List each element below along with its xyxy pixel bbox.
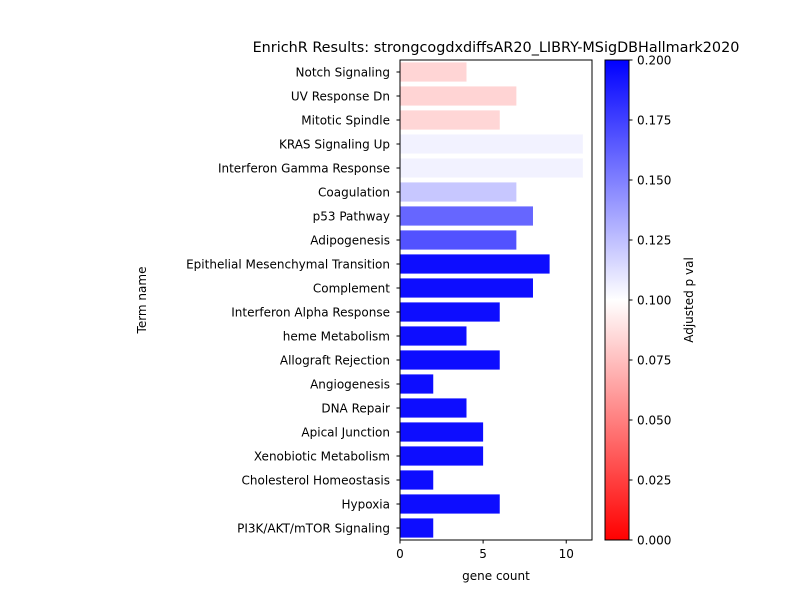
colorbar-tick-label: 0.175 [637, 114, 671, 128]
bar [400, 62, 467, 82]
bar [400, 158, 583, 178]
y-tick-label: Mitotic Spindle [301, 114, 390, 128]
y-tick-label: Xenobiotic Metabolism [254, 450, 390, 464]
colorbar: 0.000 0.025 0.050 0.075 0.100 0.125 0.150 0.175… [604, 54, 696, 548]
y-tick-labels: Notch Signaling UV Response Dn Mitotic Spi… [186, 66, 400, 536]
bar [400, 518, 434, 538]
y-tick-label: Epithelial Mesenchymal Transition [186, 258, 390, 272]
y-axis-label: Term name [135, 267, 149, 335]
y-tick-label: heme Metabolism [283, 330, 390, 344]
bar [400, 206, 533, 226]
x-tick-label: 5 [479, 547, 487, 561]
y-tick-label: UV Response Dn [291, 90, 390, 104]
bar [400, 254, 550, 274]
bar [400, 350, 500, 370]
y-tick-label: Adipogenesis [310, 234, 390, 248]
colorbar-ticks: 0.000 0.025 0.050 0.075 0.100 0.125 0.150 0.175… [629, 54, 671, 548]
x-tick-label: 0 [396, 547, 404, 561]
colorbar-tick-label: 0.000 [637, 534, 671, 548]
bar [400, 86, 517, 106]
y-tick-label: Complement [313, 282, 390, 296]
bar-group [400, 62, 583, 538]
bar [400, 182, 517, 202]
bar [400, 374, 434, 394]
y-tick-label: Cholesterol Homeostasis [242, 474, 390, 488]
bar [400, 230, 517, 250]
colorbar-tick-label: 0.050 [637, 414, 671, 428]
y-tick-label: Interferon Gamma Response [218, 162, 390, 176]
bar [400, 278, 533, 298]
y-tick-label: Hypoxia [341, 498, 390, 512]
bar [400, 302, 500, 322]
plot-frame [399, 59, 593, 541]
x-tick-label: 10 [559, 547, 574, 561]
bar [400, 422, 484, 442]
y-tick-label: Interferon Alpha Response [231, 306, 390, 320]
colorbar-label: Adjusted p val [682, 257, 696, 343]
y-tick-label: Apical Junction [301, 426, 390, 440]
bar [400, 494, 500, 514]
bar [400, 398, 467, 418]
colorbar-tick-label: 0.100 [637, 294, 671, 308]
chart-title: EnrichR Results: strongcogdxdiffsAR20_LI… [253, 40, 740, 56]
colorbar-gradient [604, 59, 630, 541]
bar [400, 470, 434, 490]
colorbar-tick-label: 0.200 [637, 54, 671, 68]
colorbar-tick-label: 0.075 [637, 354, 671, 368]
y-tick-label: Allograft Rejection [280, 354, 390, 368]
x-ticks: 0 5 10 [396, 540, 574, 561]
x-axis-label: gene count [462, 569, 530, 583]
colorbar-tick-label: 0.150 [637, 174, 671, 188]
y-tick-label: KRAS Signaling Up [279, 138, 390, 152]
y-tick-label: DNA Repair [321, 402, 390, 416]
y-tick-label: p53 Pathway [313, 210, 390, 224]
y-tick-label: Coagulation [318, 186, 390, 200]
colorbar-tick-label: 0.025 [637, 474, 671, 488]
bar [400, 134, 583, 154]
bar [400, 446, 484, 466]
y-tick-label: Angiogenesis [310, 378, 390, 392]
bar [400, 326, 467, 346]
bar [400, 110, 500, 130]
y-tick-label: PI3K/AKT/mTOR Signaling [237, 522, 390, 536]
colorbar-tick-label: 0.125 [637, 234, 671, 248]
y-tick-label: Notch Signaling [296, 66, 390, 80]
